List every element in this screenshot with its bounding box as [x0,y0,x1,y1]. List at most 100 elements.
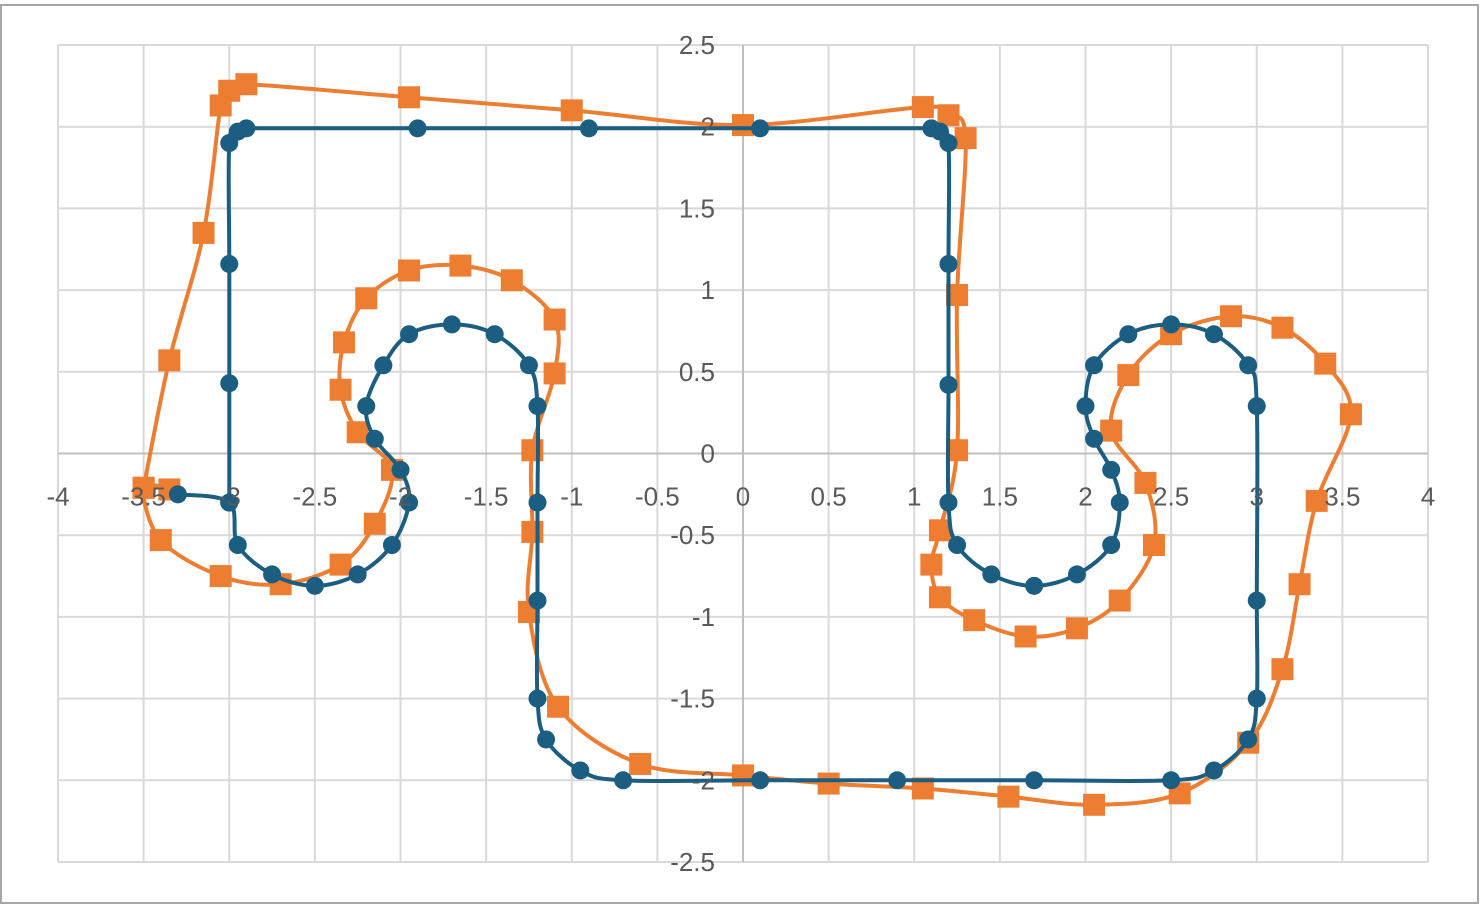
data-point-circle [1102,536,1121,555]
data-point-square [355,287,378,310]
data-point-square [449,254,472,277]
data-point-square [235,73,258,96]
data-point-square [192,221,215,244]
x-tick-label: 4 [1421,482,1435,512]
data-point-circle [263,565,282,584]
data-point-square [732,114,754,137]
data-point-square [911,96,934,119]
y-tick-label: 2 [701,112,715,142]
data-point-square [1339,403,1362,426]
data-point-circle [1247,397,1266,416]
data-point-circle [348,565,367,584]
data-point-square [521,520,544,543]
data-point-circle [400,493,419,512]
data-point-circle [751,119,770,138]
data-point-circle [579,119,598,138]
x-tick-label: 1.5 [982,482,1018,512]
data-point-square [920,553,943,576]
data-point-circle [1204,325,1223,344]
data-point-square [346,421,369,444]
data-point-square [209,94,232,117]
data-point-circle [1204,761,1223,780]
data-point-square [329,553,352,576]
x-tick-label: 1 [907,482,921,512]
data-point-circle [1025,771,1044,790]
data-point-circle [408,119,427,138]
data-point-square [363,512,386,535]
x-tick-label: 3 [1250,482,1264,512]
data-point-square [963,609,986,632]
data-point-circle [374,356,393,375]
data-point-square [1100,419,1123,442]
data-point-square [946,284,969,307]
data-point-square [817,772,840,795]
data-point-circle [1025,576,1044,595]
data-point-circle [1067,565,1086,584]
data-point-circle [228,536,247,555]
data-point-circle [382,536,401,555]
data-point-square [1065,617,1088,640]
data-point-square [1014,625,1037,648]
data-point-square [954,127,977,150]
data-point-circle [220,134,239,153]
data-point-square [158,349,181,372]
data-point-circle [365,429,384,448]
data-point-square [911,777,934,800]
data-point-circle [1119,325,1138,344]
data-point-square [1271,658,1294,681]
series-line [141,82,1353,807]
data-point-square [132,476,155,499]
data-point-square [997,785,1020,808]
data-point-circle [939,375,958,394]
data-point-square [946,439,969,462]
data-point-circle [1085,429,1104,448]
x-tick-label: 2 [1078,482,1092,512]
data-point-circle [528,591,547,610]
x-tick-label: -0.5 [635,482,680,512]
plot-area [132,73,1362,816]
data-point-circle [948,536,967,555]
x-tick-label: -3 [218,482,241,512]
data-point-square [560,99,583,122]
x-tick-label: -3.5 [121,482,166,512]
data-point-circle [939,493,958,512]
data-point-square [732,764,754,787]
x-axis-tick-labels: -4 -3.5 -3 -2.5 -2 -1.5 -1 -0.5 0 0.5 1 1.5 2 2.5 3 3.5… [46,482,1435,512]
data-point-square [500,269,523,292]
data-point-circle [1239,356,1258,375]
data-point-square [1083,793,1106,816]
x-tick-label: -1 [560,482,583,512]
y-axis-tick-labels: 2.5 2 1.5 1 0.5 0 -0.5 -1 -1.5 -2 -2.5 [670,30,715,877]
data-point-circle [888,771,907,790]
y-tick-label: -0.5 [670,520,715,550]
data-point-square [329,378,352,401]
data-point-circle [220,374,239,393]
y-tick-label: -1.5 [670,684,715,714]
data-point-square [543,308,566,331]
series-square [132,73,1362,816]
data-point-circle [168,485,187,504]
x-tick-label: 0.5 [811,482,847,512]
x-tick-label: 0 [736,482,750,512]
data-point-circle [1247,689,1266,708]
data-point-circle [1162,315,1181,334]
y-tick-label: 0 [701,439,715,469]
data-point-circle [1239,730,1258,749]
x-tick-label: 3.5 [1324,482,1360,512]
x-tick-label: -2 [389,482,412,512]
data-point-circle [485,325,504,344]
y-tick-label: 1 [701,275,715,305]
data-point-circle [442,315,461,334]
data-point-square [521,439,544,462]
data-point-square [209,565,232,588]
x-tick-label: 2.5 [1153,482,1189,512]
axes [58,45,1428,862]
y-tick-label: -2 [692,765,715,795]
data-point-square [937,104,960,127]
data-point-circle [1102,460,1121,479]
data-point-circle [1085,356,1104,375]
data-point-square [149,529,172,552]
y-tick-label: -1 [692,602,715,632]
y-tick-label: 0.5 [679,357,715,387]
data-point-circle [537,730,556,749]
